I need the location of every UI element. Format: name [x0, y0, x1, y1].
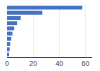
svg-text:0: 0 — [5, 60, 9, 67]
svg-text:40: 40 — [55, 60, 63, 67]
svg-text:20: 20 — [29, 60, 37, 67]
svg-text:60: 60 — [82, 60, 90, 67]
